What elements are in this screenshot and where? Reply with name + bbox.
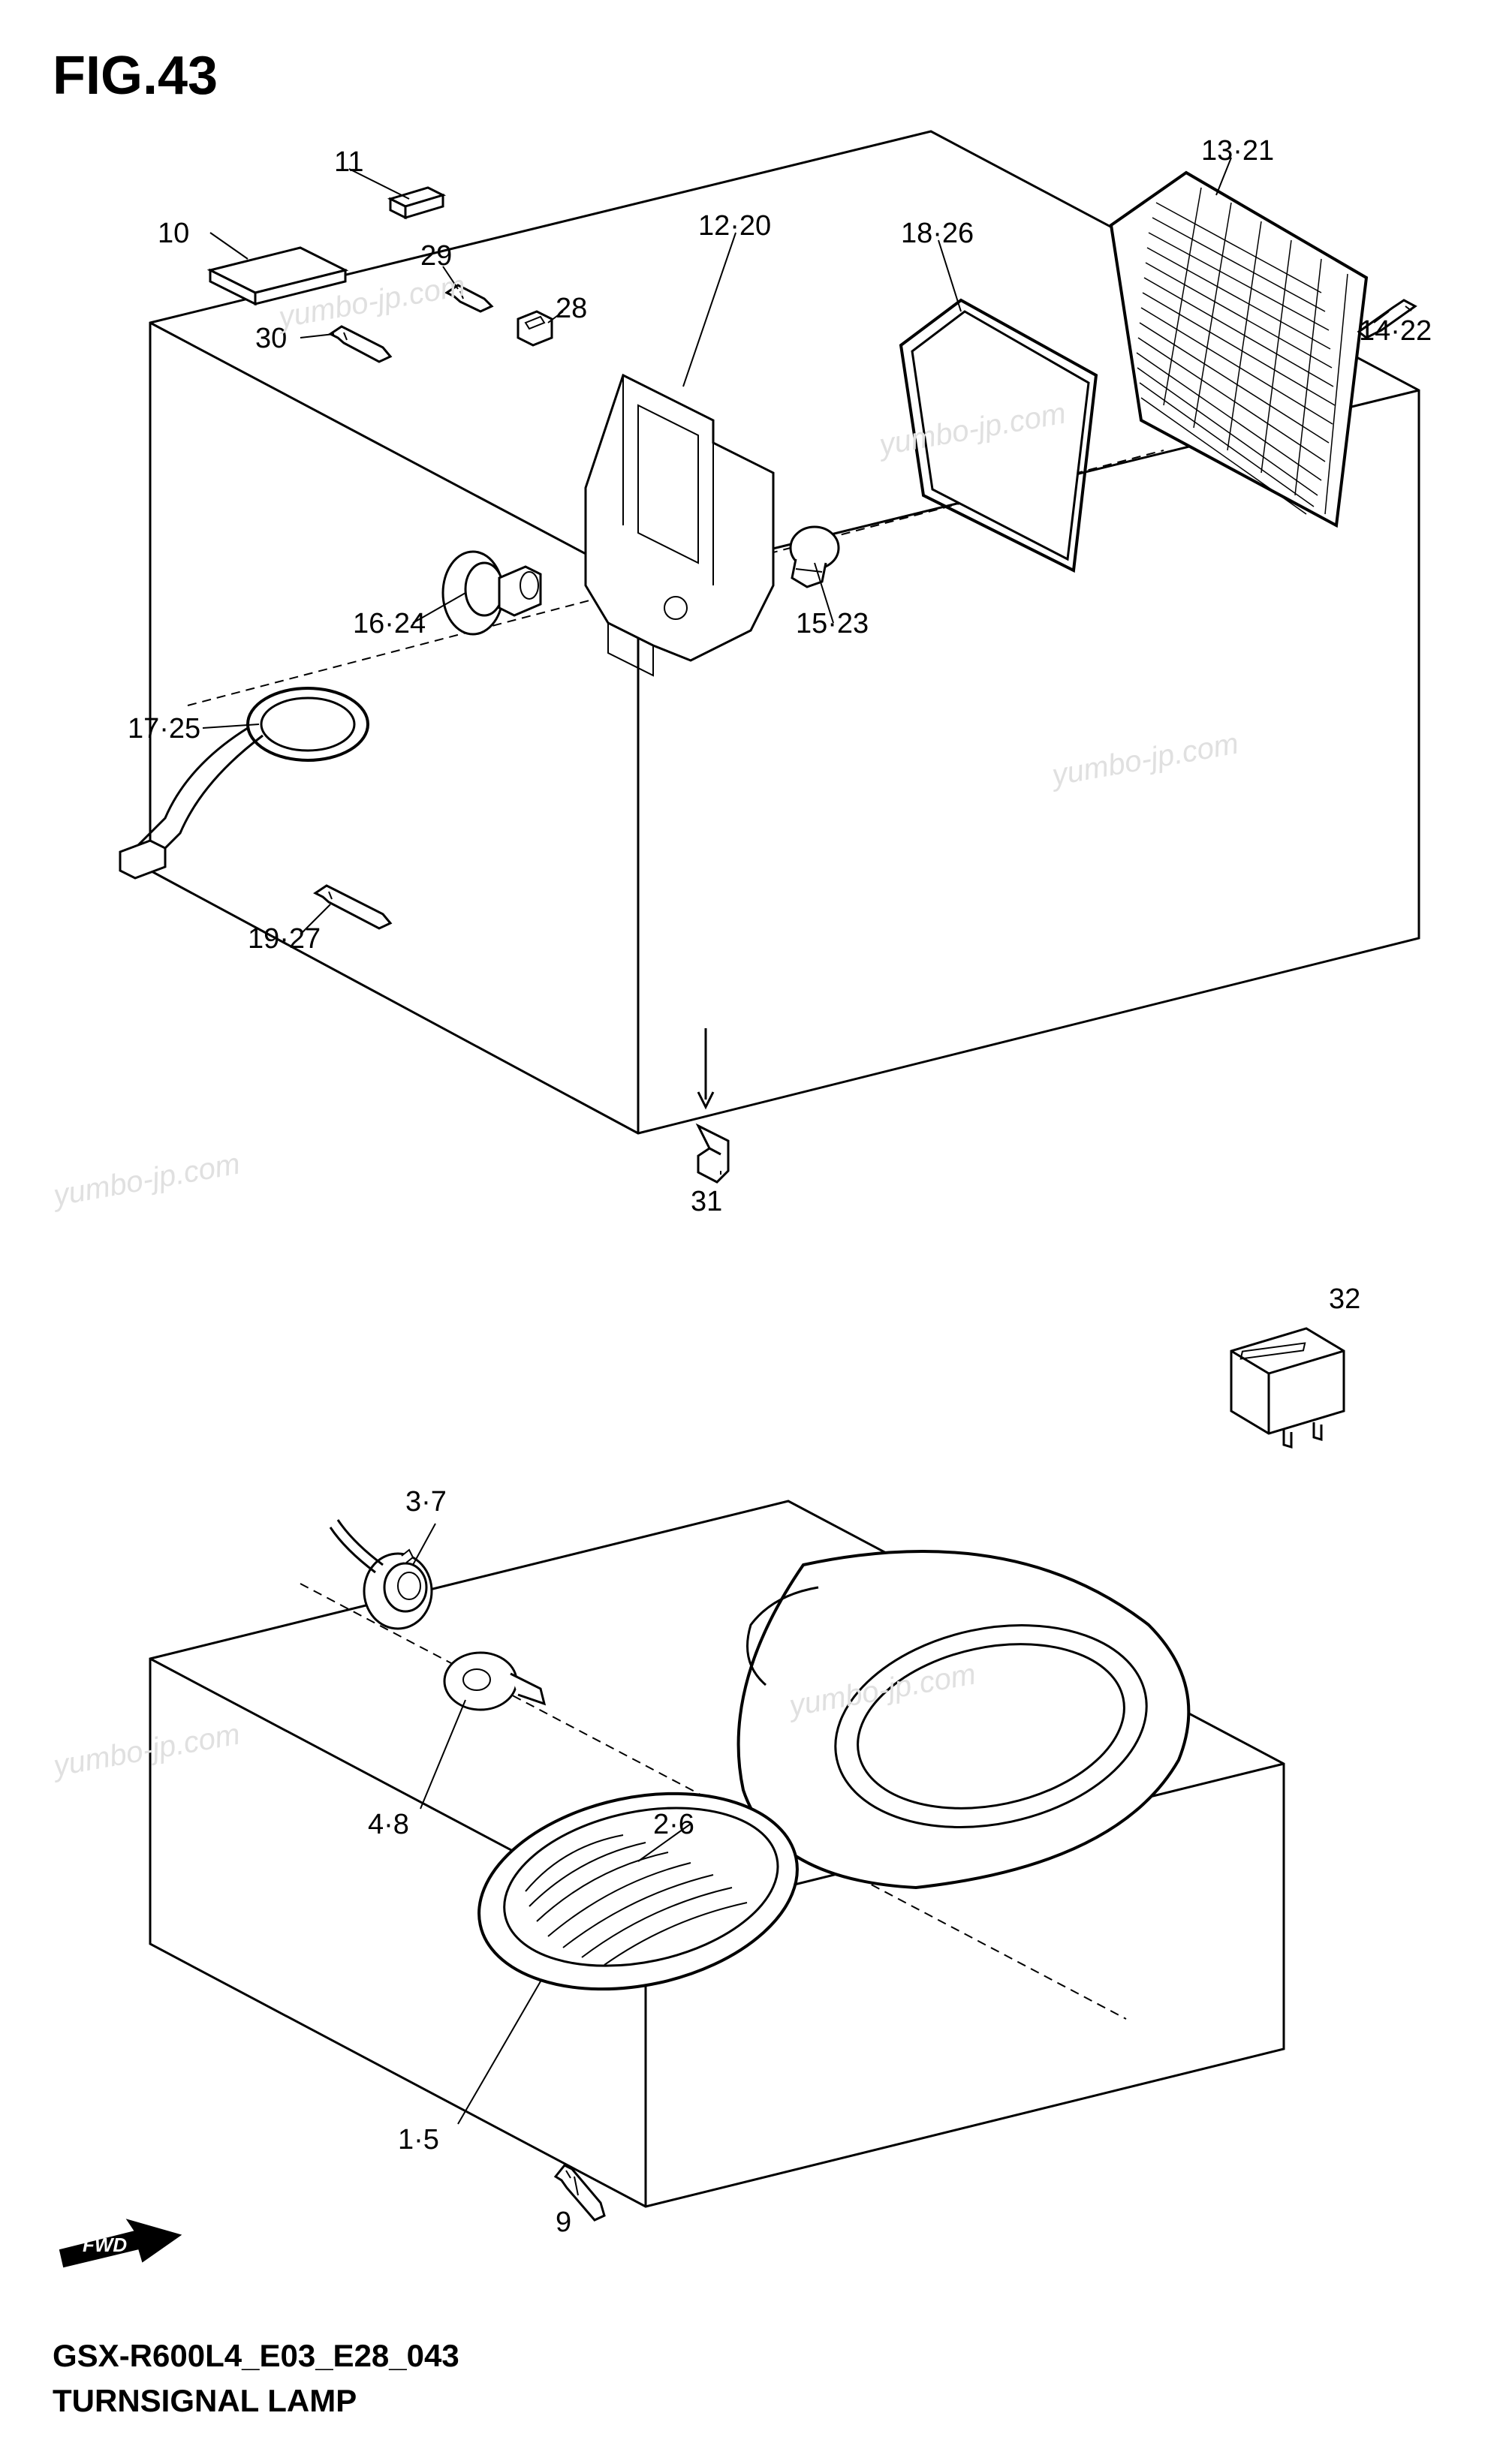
callout-29: 29 — [420, 240, 452, 272]
callout-4-8: 4·8 — [368, 1809, 409, 1841]
callout-28: 28 — [556, 293, 587, 325]
callout-18-26: 18·26 — [901, 218, 974, 250]
top-assembly-diagram — [113, 128, 1426, 1141]
callout-31: 31 — [691, 1186, 722, 1218]
callout-9: 9 — [556, 2207, 571, 2239]
callout-11: 11 — [334, 146, 363, 179]
callout-30: 30 — [255, 323, 287, 355]
svg-text:FWD: FWD — [83, 2234, 127, 2256]
callout-13-21: 13·21 — [1201, 135, 1274, 167]
callout-32: 32 — [1329, 1283, 1360, 1316]
callout-3-7: 3·7 — [405, 1486, 447, 1518]
callout-17-25: 17·25 — [128, 713, 200, 745]
fwd-direction-arrow: FWD — [53, 2213, 188, 2276]
callout-10: 10 — [158, 218, 189, 250]
callout-19-27: 19·27 — [248, 923, 321, 955]
callout-2-6: 2·6 — [653, 1809, 694, 1841]
footer-part-code: GSX-R600L4_E03_E28_043 — [53, 2338, 459, 2374]
callout-1-5: 1·5 — [398, 2124, 439, 2156]
figure-title: FIG.43 — [53, 45, 218, 107]
callout-14-22: 14·22 — [1359, 315, 1432, 347]
callout-16-24: 16·24 — [353, 608, 426, 640]
bottom-assembly-diagram — [113, 1403, 1426, 2229]
footer-part-name: TURNSIGNAL LAMP — [53, 2383, 357, 2419]
callout-12-20: 12·20 — [698, 210, 771, 242]
callout-15-23: 15·23 — [796, 608, 869, 640]
